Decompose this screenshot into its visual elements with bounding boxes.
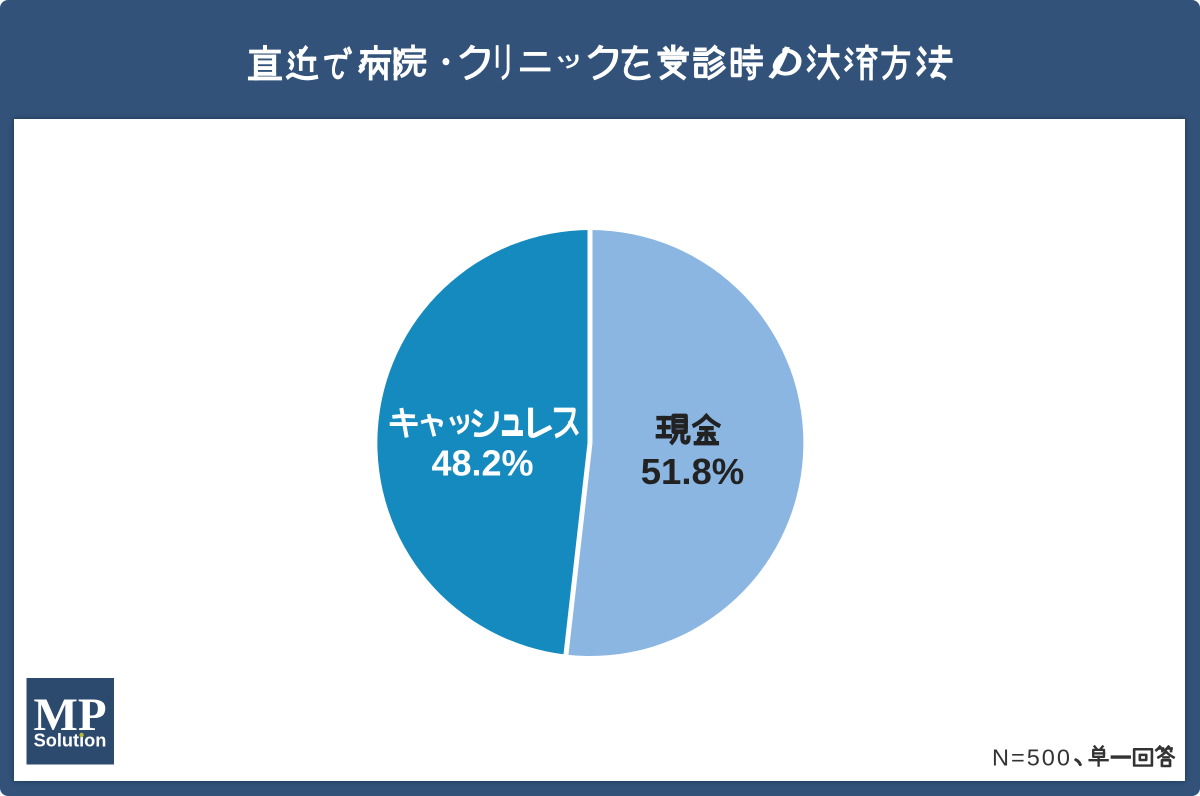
svg-text:MP: MP xyxy=(33,689,106,741)
svg-text:48.2%: 48.2% xyxy=(431,443,533,484)
svg-text:Solution: Solution xyxy=(34,731,107,751)
svg-text:N=500: N=500 xyxy=(992,745,1072,771)
svg-text:51.8%: 51.8% xyxy=(641,451,745,492)
